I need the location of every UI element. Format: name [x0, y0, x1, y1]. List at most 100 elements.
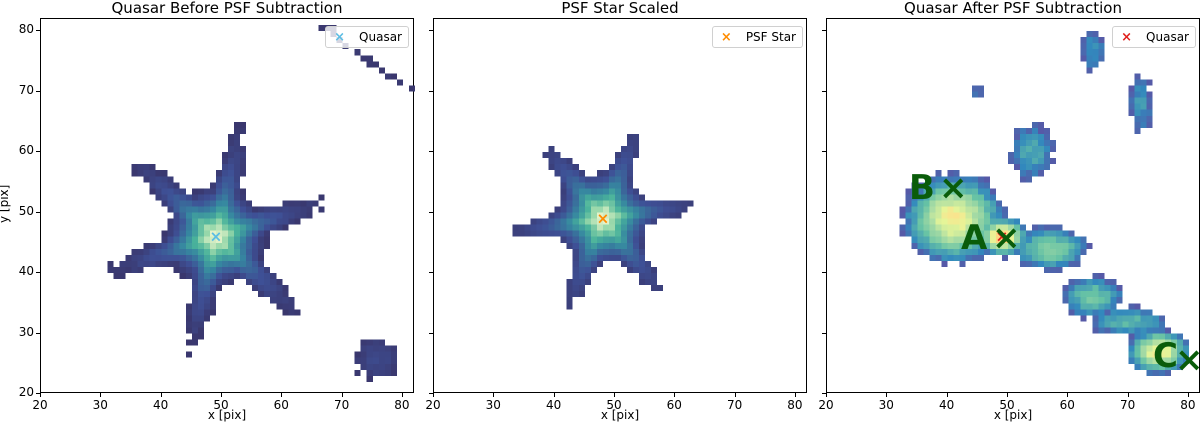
- annotation-b: B: [909, 168, 935, 208]
- x-tick: [553, 393, 555, 397]
- panel-psf: PSF Star Scaled × × PSF Star x [pix] 20 3…: [425, 0, 808, 422]
- legend-x-icon: ×: [720, 29, 732, 45]
- annotation-b-cross-icon: ×: [939, 168, 968, 208]
- x-tick-label: 80: [394, 398, 410, 412]
- x-tick-label: 20: [425, 398, 441, 412]
- x-tick-label: 60: [666, 398, 682, 412]
- x-tick-label: 40: [546, 398, 562, 412]
- y-tick: [429, 151, 433, 153]
- y-tick: [36, 393, 40, 394]
- annotation-c: C: [1153, 336, 1178, 376]
- y-tick-label: 30: [18, 324, 34, 339]
- x-tick-label: 80: [1180, 398, 1196, 412]
- x-tick: [946, 393, 948, 397]
- y-tick: [36, 151, 40, 153]
- y-tick-label: 20: [18, 385, 34, 399]
- x-tick-label: 20: [32, 398, 48, 412]
- y-tick: [36, 332, 40, 334]
- x-tick: [1187, 393, 1189, 397]
- x-tick-label: 30: [878, 398, 894, 412]
- y-tick-label: 80: [18, 22, 34, 37]
- y-tick: [822, 151, 826, 153]
- x-tick: [341, 393, 343, 397]
- x-tick: [1067, 393, 1069, 397]
- heatmap-image: [41, 19, 415, 394]
- x-tick-label: 30: [485, 398, 501, 412]
- x-tick: [826, 393, 827, 397]
- y-tick: [429, 30, 433, 32]
- legend: × PSF Star: [711, 26, 803, 48]
- y-tick: [36, 30, 40, 32]
- heatmap-image: [827, 19, 1200, 394]
- x-tick: [613, 393, 615, 397]
- x-tick: [734, 393, 736, 397]
- x-tick: [886, 393, 888, 397]
- x-tick: [1127, 393, 1129, 397]
- y-tick: [822, 393, 826, 394]
- x-tick-label: 60: [273, 398, 289, 412]
- x-axis-label: x [pix]: [600, 408, 640, 422]
- y-tick: [429, 332, 433, 334]
- x-tick-label: 50: [606, 398, 622, 412]
- y-tick: [822, 30, 826, 32]
- x-tick-label: 40: [939, 398, 955, 412]
- y-tick: [36, 272, 40, 274]
- y-tick: [36, 211, 40, 213]
- x-tick-label: 60: [1059, 398, 1075, 412]
- y-tick: [822, 332, 826, 334]
- x-tick-label: 70: [1119, 398, 1136, 412]
- x-tick: [493, 393, 495, 397]
- panel-title: Quasar Before PSF Subtraction: [111, 0, 343, 17]
- y-tick: [36, 90, 40, 92]
- heatmap-axes: × × PSF Star: [433, 18, 808, 394]
- legend-label: Quasar: [1146, 30, 1189, 44]
- y-tick: [822, 211, 826, 213]
- heatmap-axes: × B × A × C × × Quasar: [826, 18, 1200, 394]
- annotation-a-cross-icon: ×: [992, 218, 1021, 258]
- panel-before: Quasar Before PSF Subtraction y [pix] × …: [0, 0, 420, 428]
- x-tick-label: 50: [213, 398, 229, 412]
- x-tick: [674, 393, 676, 397]
- y-tick: [429, 211, 433, 213]
- x-tick-label: 20: [818, 398, 834, 412]
- x-tick: [794, 393, 796, 397]
- y-tick-label: 60: [18, 143, 34, 158]
- x-tick: [220, 393, 222, 397]
- y-tick-label: 50: [18, 203, 34, 218]
- heatmap-axes: × × Quasar: [40, 18, 415, 394]
- x-tick: [100, 393, 102, 397]
- panel-title: PSF Star Scaled: [561, 0, 679, 17]
- quasar-marker-icon: ×: [995, 227, 1009, 246]
- y-tick: [429, 90, 433, 92]
- x-tick: [281, 393, 283, 397]
- y-tick: [429, 272, 433, 274]
- x-tick-label: 40: [153, 398, 169, 412]
- y-tick: [429, 393, 433, 394]
- x-tick-label: 70: [726, 398, 743, 412]
- annotation-a: A: [961, 218, 988, 258]
- legend-x-icon: ×: [1121, 29, 1133, 45]
- x-tick: [160, 393, 162, 397]
- y-tick: [822, 90, 826, 92]
- legend: × Quasar: [325, 26, 409, 48]
- x-tick: [401, 393, 403, 397]
- y-tick: [822, 272, 826, 274]
- psf-star-marker-icon: ×: [596, 209, 610, 228]
- heatmap-image: [434, 19, 808, 394]
- x-axis-label: x [pix]: [207, 408, 247, 422]
- panel-title: Quasar After PSF Subtraction: [904, 0, 1122, 17]
- legend-label: Quasar: [359, 30, 402, 44]
- y-tick-label: 70: [18, 82, 34, 97]
- quasar-marker-icon: ×: [209, 227, 223, 246]
- x-tick: [433, 393, 434, 397]
- x-tick-label: 50: [999, 398, 1015, 412]
- x-tick-label: 80: [787, 398, 803, 412]
- x-tick: [40, 393, 41, 397]
- annotation-c-cross-icon: ×: [1175, 340, 1200, 380]
- x-axis-label: x [pix]: [993, 408, 1033, 422]
- y-tick-label: 40: [18, 264, 34, 279]
- x-tick: [1006, 393, 1008, 397]
- legend-label: PSF Star: [745, 30, 796, 44]
- x-tick-label: 70: [333, 398, 350, 412]
